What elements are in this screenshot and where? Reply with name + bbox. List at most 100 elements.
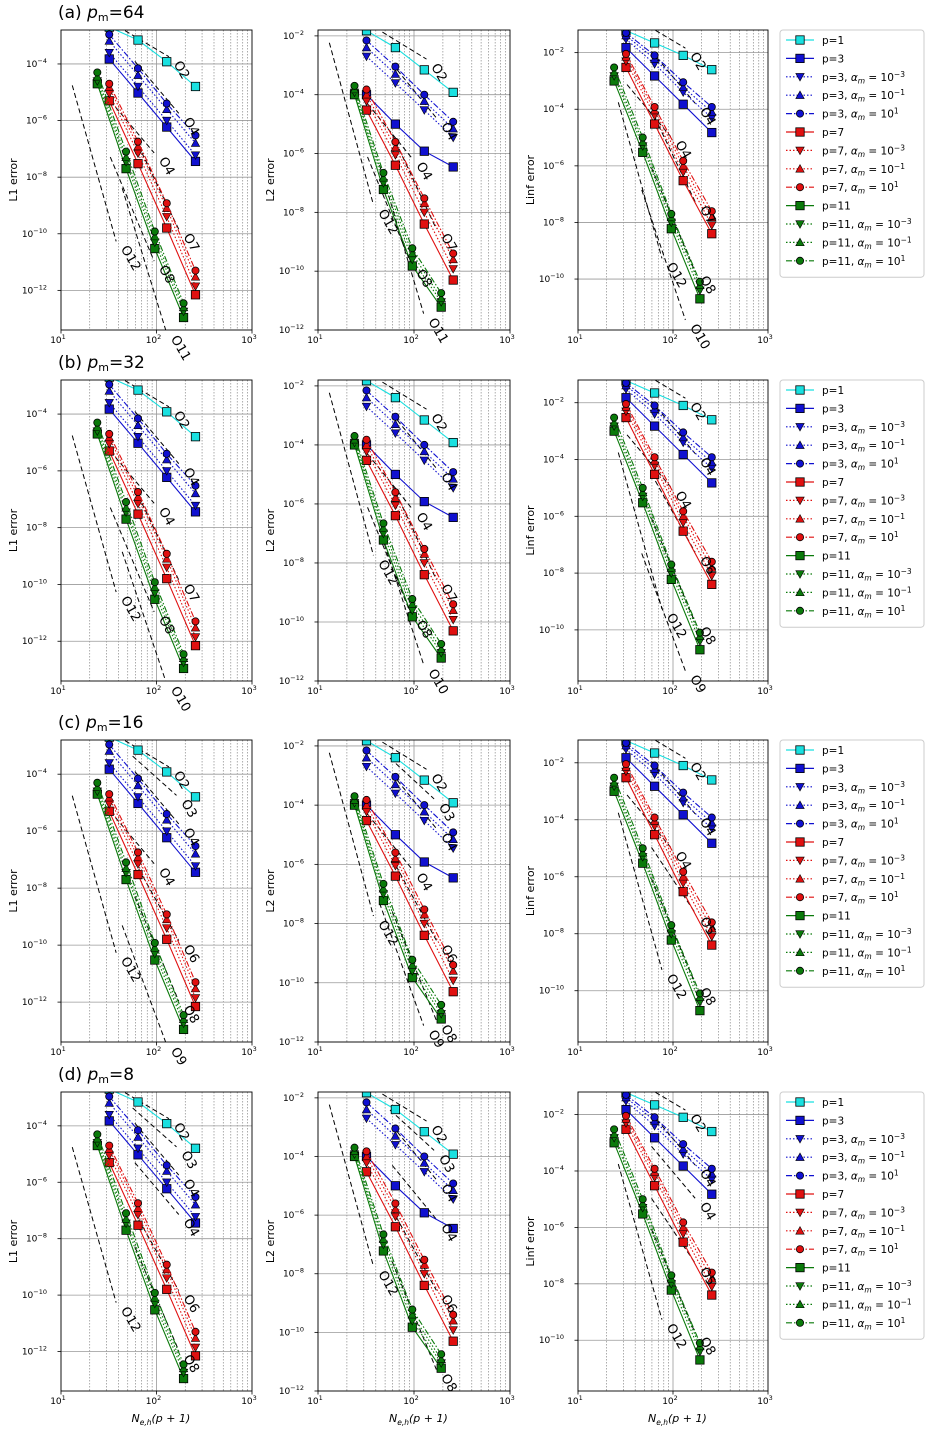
series-line [366, 109, 454, 281]
data-point [162, 104, 172, 113]
reference-slope-line [379, 902, 425, 1026]
data-point [695, 294, 705, 304]
data-point [350, 1143, 359, 1152]
order-label: O2 [170, 769, 192, 793]
data-point [105, 79, 114, 88]
series-line [114, 740, 196, 798]
x-tick-label: 103 [499, 684, 515, 697]
data-point [105, 380, 114, 389]
data-point [695, 277, 704, 286]
reference-slope-line [124, 1092, 170, 1120]
data-point [419, 446, 430, 456]
y-tick-label: 10−4 [26, 407, 47, 420]
data-point [707, 775, 717, 785]
series-line [366, 94, 454, 168]
series-line [108, 762, 196, 867]
legend-marker [795, 440, 805, 449]
data-point [362, 795, 371, 804]
legend-marker [795, 496, 805, 506]
series-line [625, 47, 713, 133]
legend-label: p=11, αm = 101 [822, 604, 906, 620]
y-axis-label: L2 error [264, 158, 277, 202]
data-point [419, 570, 429, 580]
data-point [361, 740, 372, 746]
data-point [105, 429, 114, 438]
legend-marker [795, 800, 805, 809]
legend-box [779, 1091, 925, 1340]
data-point [449, 828, 458, 837]
reference-slope-line [134, 1162, 180, 1215]
legend-marker [795, 423, 805, 432]
data-point [448, 626, 458, 636]
order-label: O10 [686, 322, 712, 353]
series-line [366, 460, 454, 632]
data-point [448, 1195, 458, 1204]
x-tick-label: 103 [241, 333, 257, 346]
legend-label: p=1 [822, 385, 844, 397]
data-point [448, 976, 458, 986]
data-point [361, 752, 372, 762]
data-point [448, 87, 458, 97]
data-point [679, 1140, 688, 1149]
data-point [448, 873, 458, 883]
data-point [707, 838, 717, 848]
reference-slope-line [617, 452, 663, 610]
data-point [350, 81, 359, 90]
data-point [448, 474, 458, 483]
legend-marker [795, 237, 805, 247]
data-point [162, 449, 171, 458]
data-point [390, 160, 400, 170]
y-tick-label: 10−8 [26, 521, 47, 534]
data-point [362, 746, 371, 755]
legend-label: p=11 [822, 201, 851, 213]
data-point [133, 848, 142, 857]
series-line [625, 1100, 713, 1180]
legend-label: p=3, αm = 10−3 [822, 780, 905, 796]
chart-panel: O2O3O4O4O6O8O12O910−1210−1010−810−610−41… [264, 739, 515, 1058]
legend-label: p=11, αm = 10−3 [822, 217, 912, 233]
data-point [390, 1204, 401, 1213]
data-point [448, 1326, 458, 1335]
legend-label: p=11, αm = 10−1 [822, 585, 912, 601]
data-point [678, 792, 688, 802]
series-line [366, 89, 454, 254]
reference-slope-line [382, 1093, 427, 1122]
series-line [114, 30, 196, 87]
x-tick-label: 102 [662, 1394, 678, 1407]
data-point [190, 138, 201, 147]
legend-label: p=11 [822, 551, 851, 563]
series-line [108, 1162, 197, 1357]
reference-slope-line [626, 434, 672, 488]
data-point [621, 380, 630, 387]
data-point [707, 207, 716, 216]
data-point [390, 119, 400, 129]
data-point [190, 1213, 201, 1222]
reference-slope-line [71, 1147, 117, 1303]
data-point [448, 987, 458, 997]
data-point [649, 388, 660, 398]
x-tick-label: 102 [146, 684, 162, 697]
y-tick-label: 10−4 [26, 1119, 47, 1132]
order-label: O12 [663, 972, 689, 1003]
data-point [361, 42, 372, 52]
legend-label: p=7, αm = 10−1 [822, 512, 905, 528]
data-point [190, 432, 201, 442]
series-line [96, 426, 185, 659]
data-point [390, 1181, 400, 1191]
legend-label: p=3, αm = 10−3 [822, 1132, 905, 1148]
series-line [366, 804, 454, 879]
legend-marker [796, 819, 805, 828]
series-line [108, 83, 197, 271]
data-point [419, 816, 430, 826]
y-tick-label: 10−10 [539, 1333, 564, 1346]
reference-slope-line [389, 757, 435, 800]
series-line [625, 777, 713, 946]
legend-label: p=11, αm = 10−3 [822, 1279, 912, 1295]
data-point [621, 1111, 630, 1120]
data-point [361, 30, 372, 36]
y-tick-label: 10−6 [26, 464, 47, 477]
data-point [448, 512, 458, 522]
reference-slope-line [328, 1104, 374, 1267]
chart-panel: O2O3O4O4O6O8O12O910−1210−1010−810−610−41… [7, 713, 257, 1069]
